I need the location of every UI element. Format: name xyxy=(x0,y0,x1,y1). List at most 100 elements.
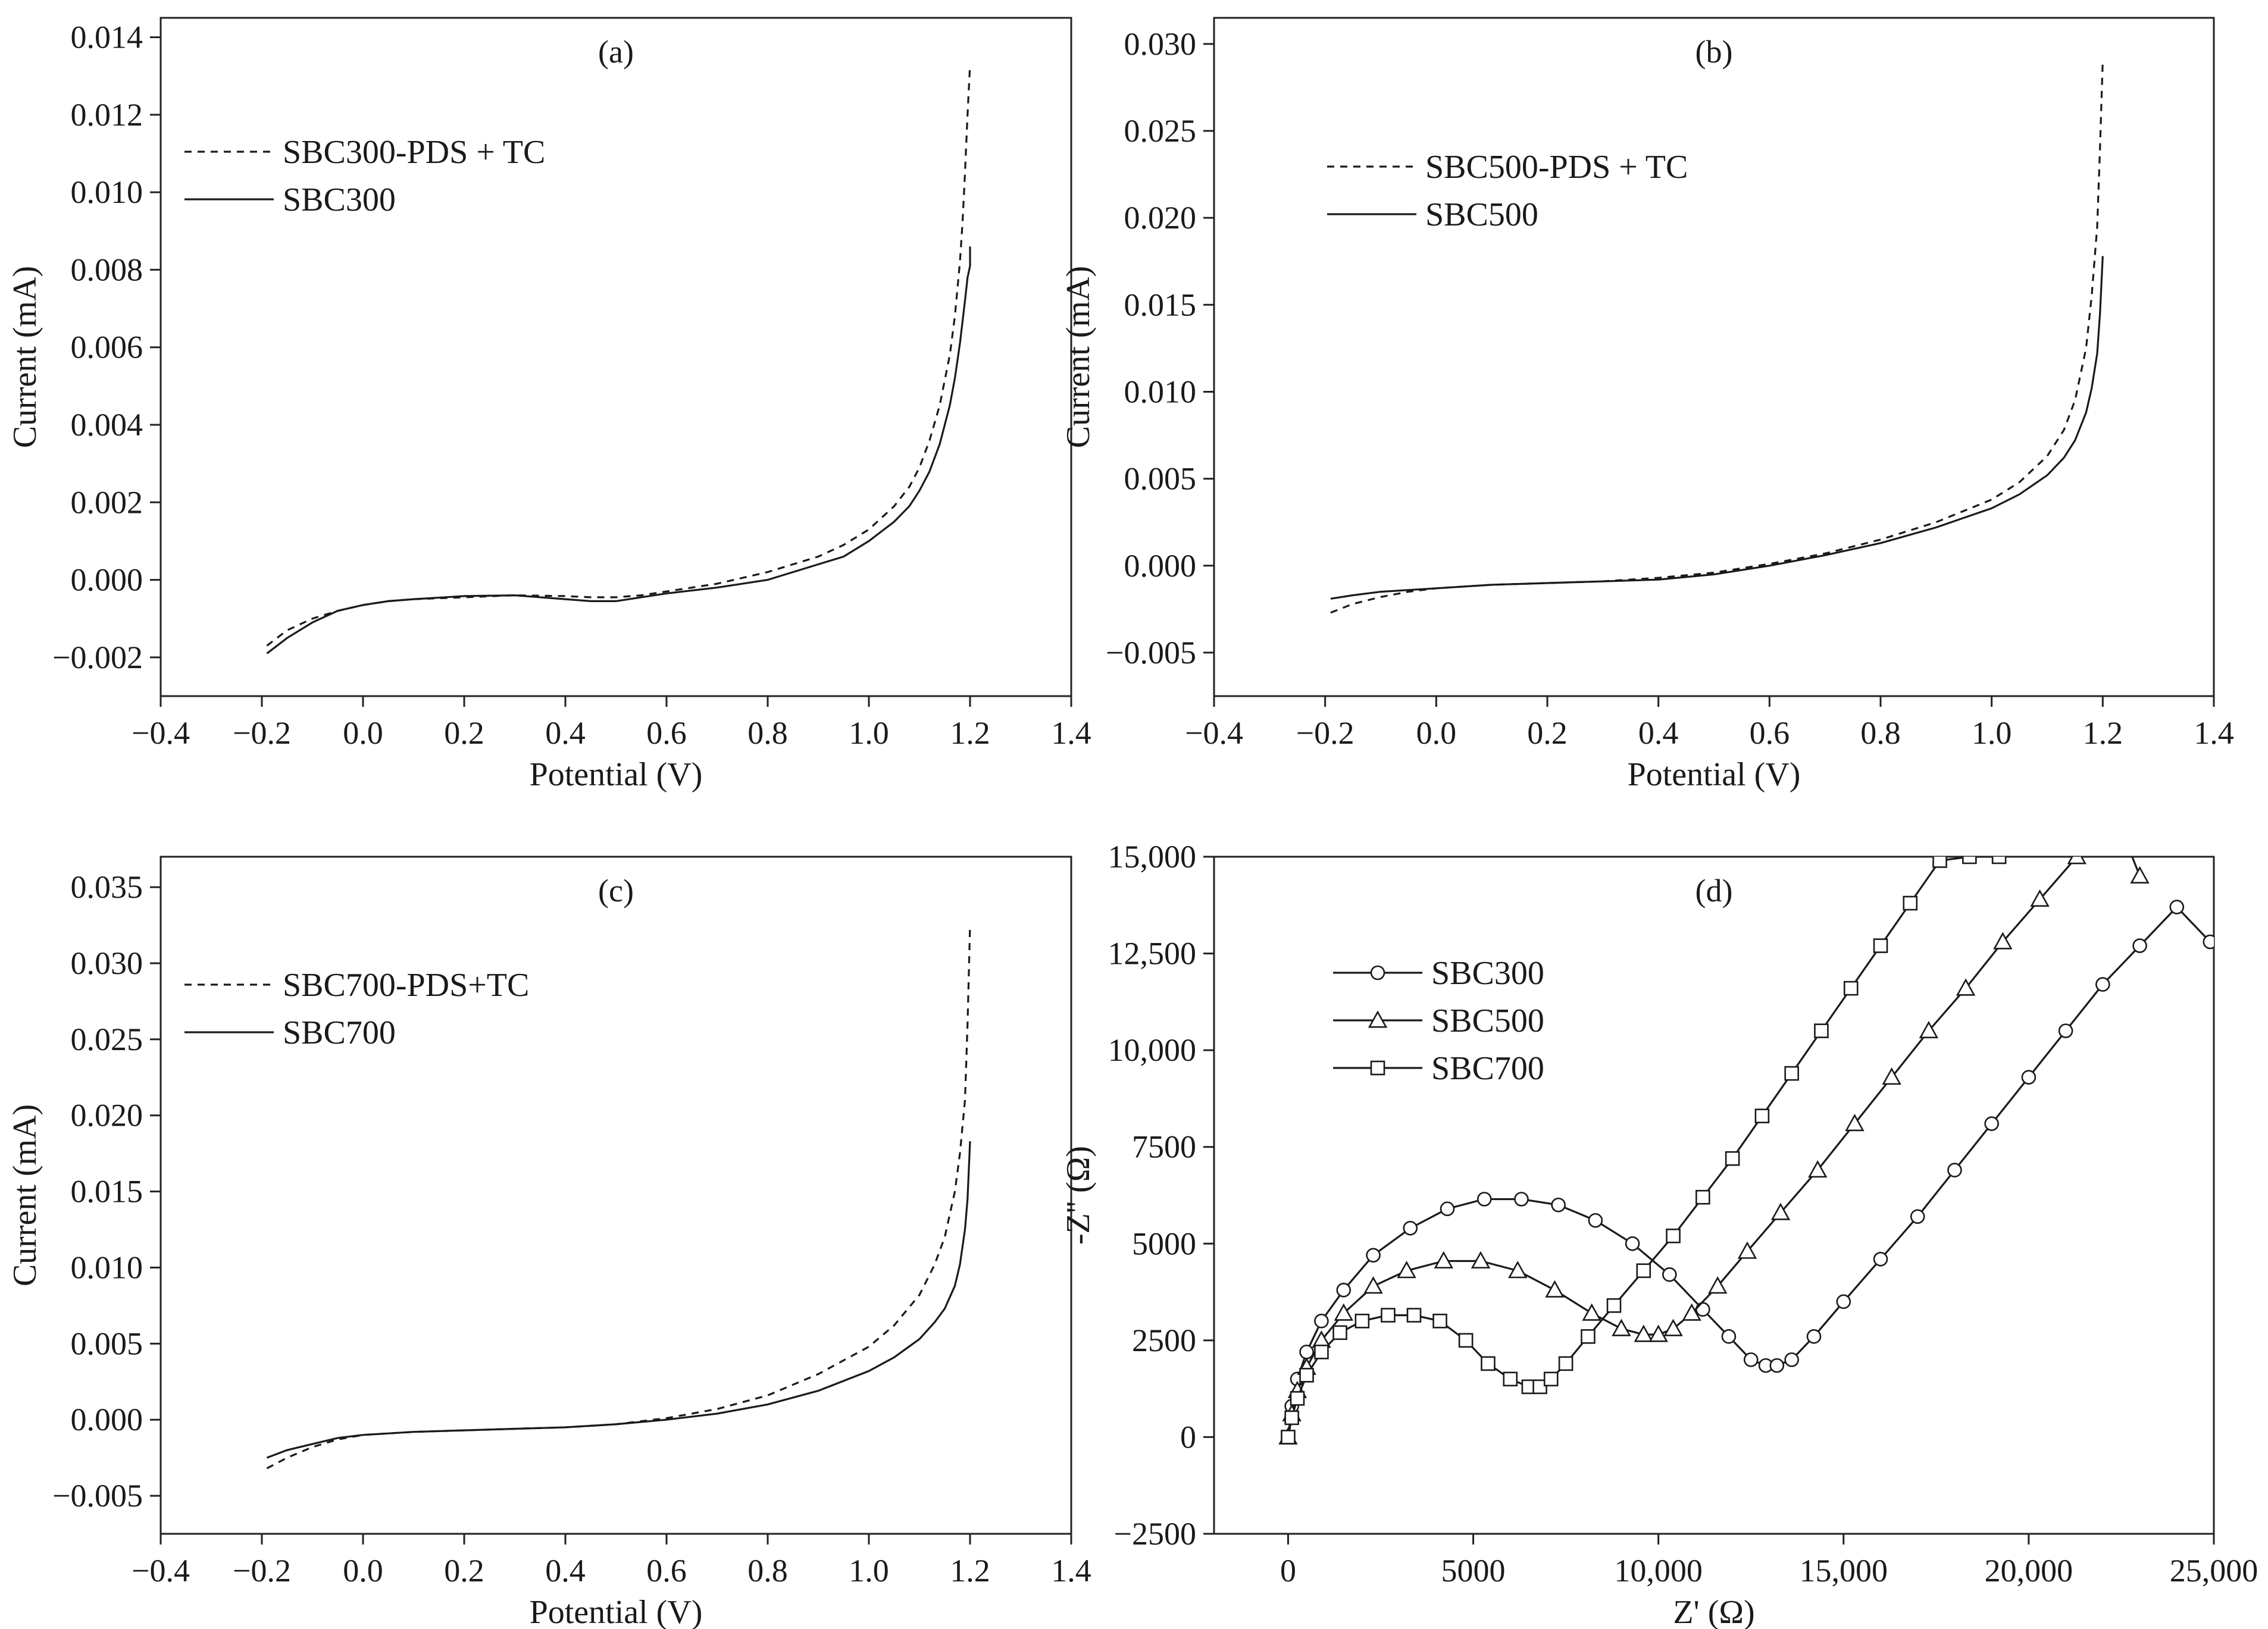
chart-panel-b: −0.4 −0.2 0.0 0.2 0.4 0.6 0.8 1.0 1.2 1.4 −0.005 0.… xyxy=(1060,17,2234,793)
legend-label: SBC500 xyxy=(1431,1003,1544,1039)
panel-label: (a) xyxy=(598,34,634,70)
legend-label: SBC300-PDS + TC xyxy=(283,134,545,171)
y-tick-label: 0.012 xyxy=(71,97,143,133)
x-tick-label: 0.0 xyxy=(343,1553,383,1589)
x-tick-label: 1.2 xyxy=(950,1553,990,1589)
data-point xyxy=(1743,1352,1759,1367)
legend-label: SBC300 xyxy=(283,181,396,218)
data-point xyxy=(1332,1325,1347,1340)
y-tick-label: 0.015 xyxy=(71,1174,143,1210)
data-point xyxy=(1947,1163,1962,1178)
y-tick-label: 0.010 xyxy=(1124,374,1197,409)
legend-label: SBC300 xyxy=(1431,955,1544,992)
y-tick-label: −0.005 xyxy=(52,1478,143,1514)
legend-label: SBC500 xyxy=(1425,196,1538,233)
data-point xyxy=(1956,978,1976,996)
data-point xyxy=(2130,866,2150,884)
data-point xyxy=(1458,1333,1474,1348)
x-tick-label: 0.6 xyxy=(646,1553,687,1589)
x-tick-label: 10,000 xyxy=(1614,1553,1703,1589)
data-point xyxy=(1910,1209,1925,1224)
x-tick-label: 0.8 xyxy=(747,1553,788,1589)
data-point xyxy=(1471,1251,1491,1269)
data-point xyxy=(1993,932,2013,950)
x-tick-label: 0.0 xyxy=(1416,715,1457,751)
x-tick-label: 1.0 xyxy=(1972,715,2012,751)
data-point xyxy=(1284,1410,1299,1426)
x-tick-label: 0.6 xyxy=(1750,715,1790,751)
data-point xyxy=(1784,1066,1799,1081)
x-tick-label: 0.8 xyxy=(1860,715,1901,751)
data-point xyxy=(1558,1356,1573,1371)
x-axis-title: Potential (V) xyxy=(1628,756,1801,793)
y-tick-label: 5000 xyxy=(1132,1226,1196,1261)
data-point xyxy=(2067,857,2086,864)
x-tick-label: 0.4 xyxy=(545,1553,586,1589)
data-point xyxy=(1737,1241,1757,1259)
data-point xyxy=(1784,1352,1799,1367)
data-point xyxy=(1843,980,1859,996)
x-tick-label: 0 xyxy=(1280,1553,1296,1589)
x-tick-label: −0.2 xyxy=(233,1553,291,1589)
data-point xyxy=(1695,1189,1710,1205)
x-tick-label: 1.2 xyxy=(2083,715,2123,751)
data-point xyxy=(1503,1371,1518,1387)
data-point xyxy=(1299,1368,1314,1383)
data-point xyxy=(1721,1329,1737,1344)
data-point xyxy=(1634,1324,1653,1342)
panel-label: (d) xyxy=(1695,873,1733,909)
data-point xyxy=(1725,1151,1740,1166)
legend-label: SBC500-PDS + TC xyxy=(1425,149,1688,186)
x-tick-label: 0.2 xyxy=(444,1553,484,1589)
x-tick-label: 0.0 xyxy=(343,715,383,751)
y-tick-label: 0.035 xyxy=(71,869,143,905)
legend-marker xyxy=(1370,965,1385,980)
plot-area xyxy=(1330,61,2104,614)
data-point xyxy=(1806,1329,1822,1344)
data-point xyxy=(1808,1160,1828,1178)
data-point xyxy=(2021,1070,2036,1085)
data-point xyxy=(1814,1023,1829,1038)
chart-panel-c: −0.4 −0.2 0.0 0.2 0.4 0.6 0.8 1.0 1.2 1.4 −0.005 0.… xyxy=(7,856,1091,1629)
data-point xyxy=(2169,900,2185,914)
y-axis-title: Current (mA) xyxy=(1060,266,1097,448)
y-tick-label: 0 xyxy=(1180,1419,1196,1455)
y-tick-label: −0.005 xyxy=(1106,635,1196,671)
data-point xyxy=(1984,1116,1999,1131)
data-point xyxy=(1514,1192,1529,1207)
data-point xyxy=(1363,1276,1383,1294)
legend-marker xyxy=(1370,1060,1385,1076)
data-point xyxy=(1314,1314,1329,1329)
data-point xyxy=(1754,1108,1770,1123)
data-point xyxy=(1476,1192,1492,1207)
y-tick-label: 0.014 xyxy=(71,20,143,55)
y-axis-title: Current (mA) xyxy=(7,266,43,448)
y-tick-label: −0.002 xyxy=(52,640,143,675)
data-point xyxy=(1543,1371,1559,1387)
data-point xyxy=(1662,1267,1677,1282)
data-point xyxy=(1769,1358,1785,1373)
x-tick-label: 1.4 xyxy=(2194,715,2234,751)
panel-label: (c) xyxy=(598,873,634,909)
x-tick-label: 1.2 xyxy=(950,715,990,751)
legend-label: SBC700 xyxy=(1431,1050,1544,1087)
x-axis-title: Potential (V) xyxy=(530,1594,703,1629)
data-point xyxy=(1354,1314,1370,1329)
x-tick-label: −0.4 xyxy=(132,715,190,751)
x-tick-label: 5000 xyxy=(1441,1553,1506,1589)
x-tick-label: 0.4 xyxy=(1638,715,1679,751)
data-point xyxy=(1606,1298,1622,1313)
x-tick-label: 1.4 xyxy=(1051,1553,1091,1589)
legend-marker xyxy=(1368,1010,1388,1028)
plot-frame xyxy=(1213,17,2215,697)
plot-frame xyxy=(159,17,1072,697)
x-tick-label: 1.0 xyxy=(849,715,889,751)
chart-panel-d: 0 5000 10,000 15,000 20,000 25,000 −2500 0 2500 5… xyxy=(1060,839,2258,1629)
data-point xyxy=(1648,1324,1668,1342)
data-point xyxy=(1836,1294,1851,1310)
data-point xyxy=(2058,1023,2073,1038)
x-tick-label: 20,000 xyxy=(1985,1553,2073,1589)
series-line-sbc500 xyxy=(1330,256,2104,600)
data-point xyxy=(1440,1201,1455,1217)
